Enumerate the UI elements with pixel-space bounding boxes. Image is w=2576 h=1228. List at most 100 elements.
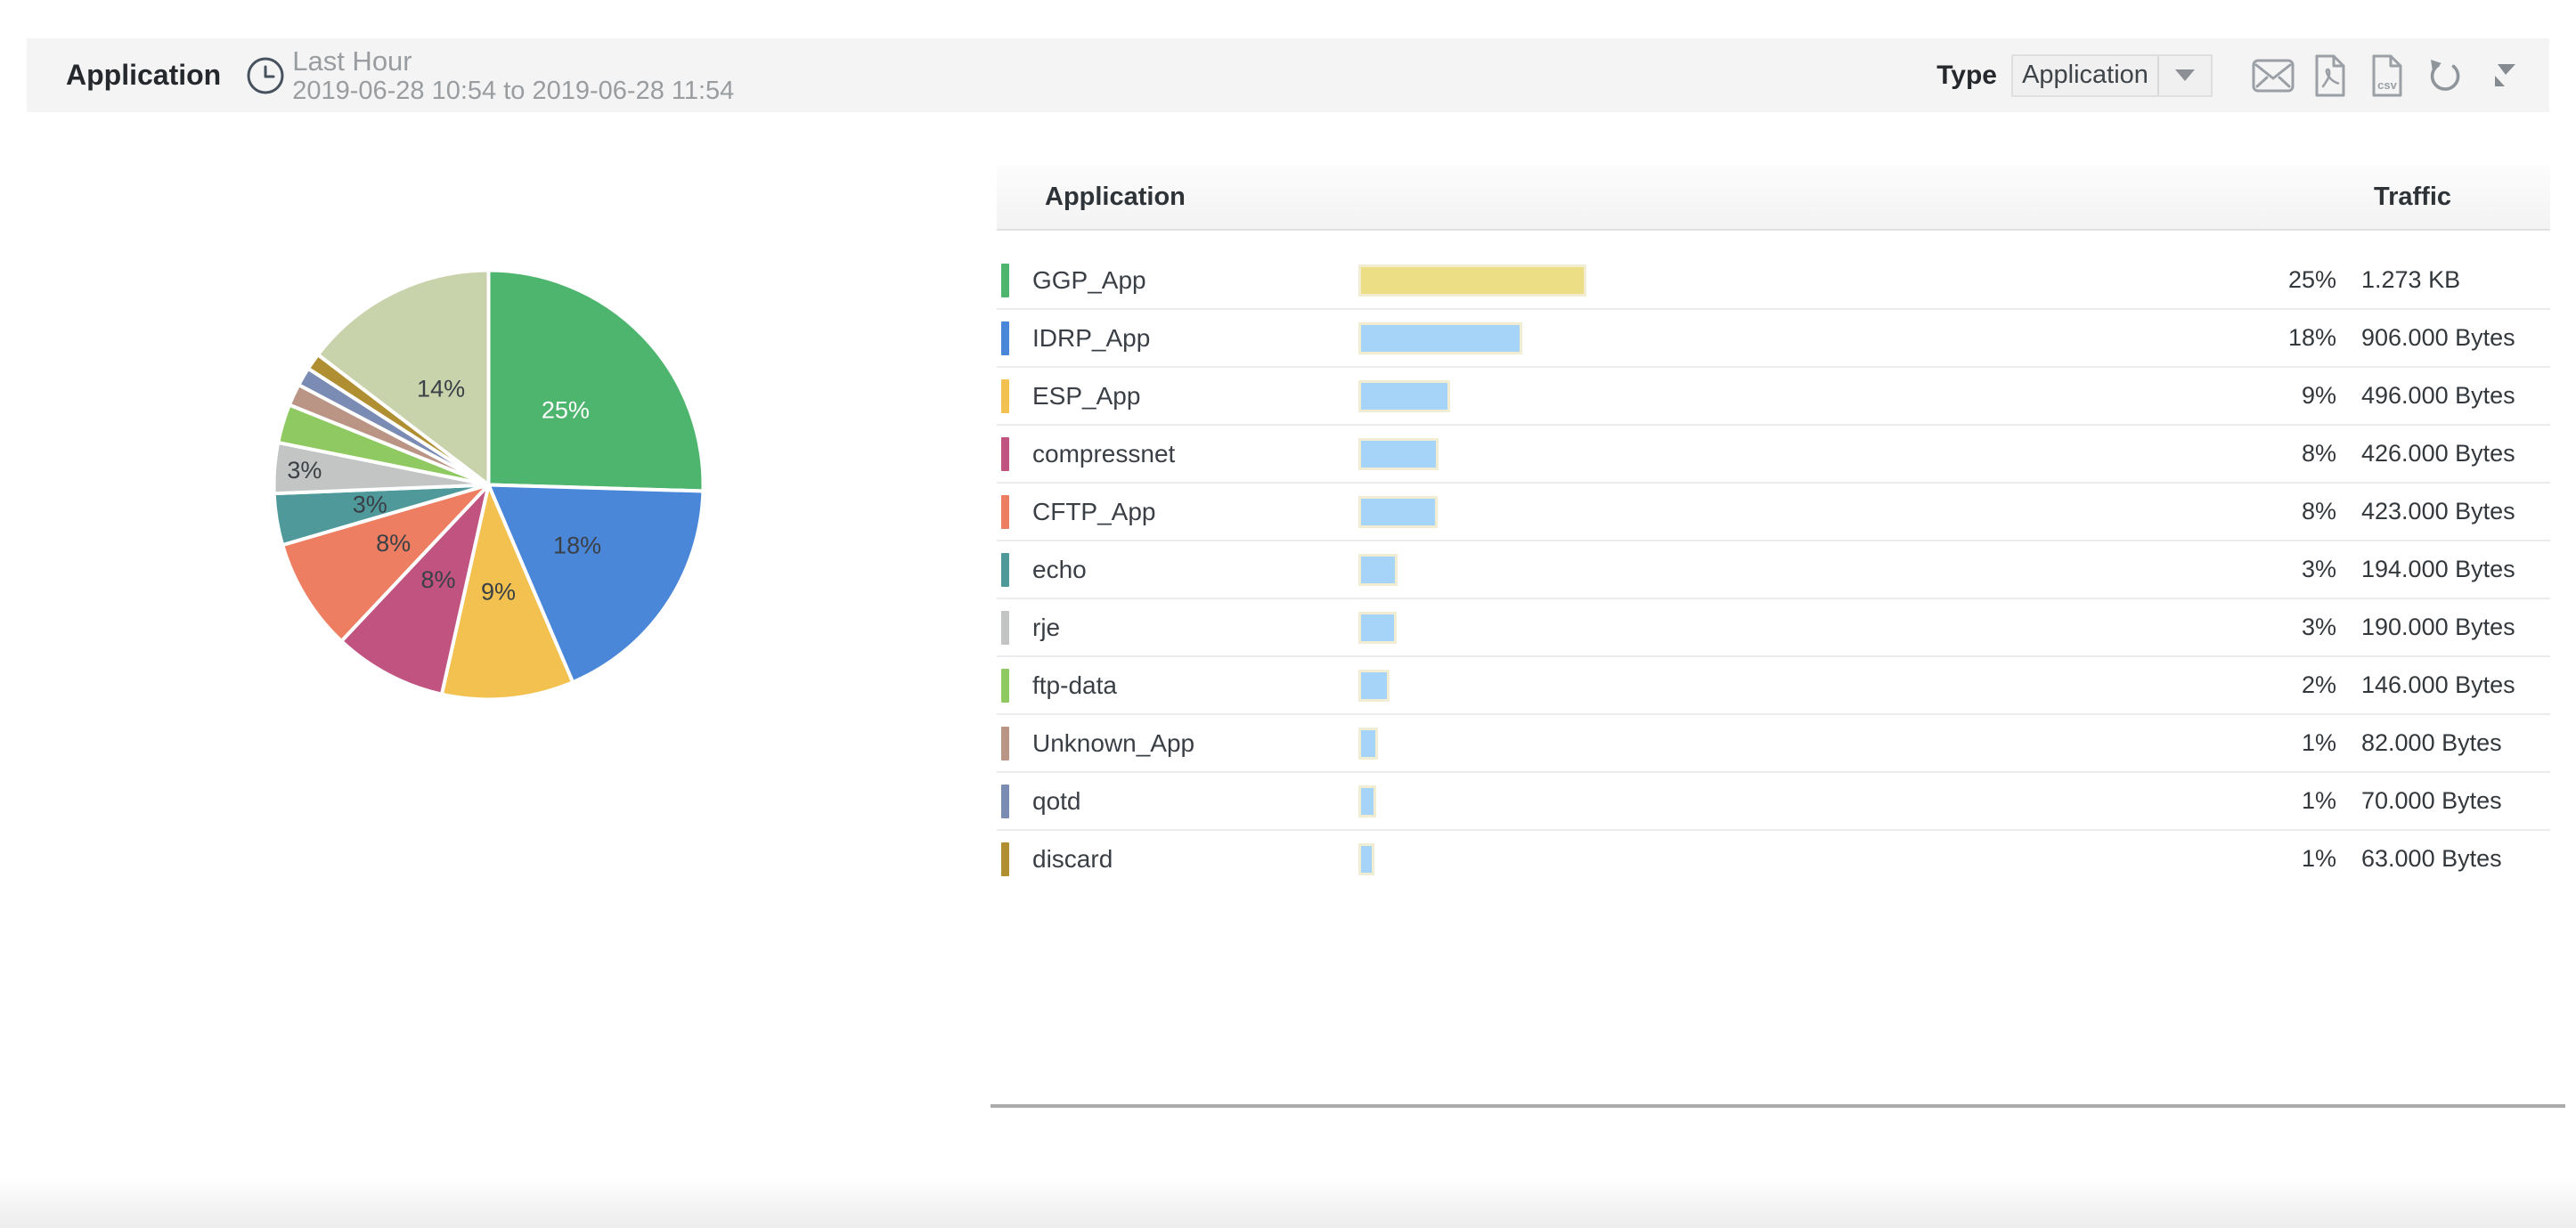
pie-slice-label: 9%: [481, 578, 516, 605]
type-label: Type: [1936, 60, 1997, 90]
chevron-down-icon: [2175, 69, 2195, 81]
traffic-value: 70.000 Bytes: [2361, 787, 2502, 814]
pin-icon: [2483, 58, 2519, 94]
legend-color-indicator: [1001, 436, 1009, 471]
traffic-percent: 18%: [2287, 324, 2336, 351]
table-row[interactable]: GGP_App 25% 1.273 KB: [997, 252, 2550, 310]
traffic-bar: [1358, 379, 1450, 412]
traffic-value: 496.000 Bytes: [2361, 382, 2515, 409]
pie-slice-IDRP_App[interactable]: [486, 483, 705, 685]
legend-color-indicator: [1001, 552, 1009, 587]
email-button[interactable]: [2248, 51, 2298, 101]
legend-color-indicator: [1001, 610, 1009, 645]
table-bottom-divider: [990, 1104, 2565, 1108]
legend-color-indicator: [1001, 726, 1009, 760]
table-row[interactable]: rje 3% 190.000 Bytes: [997, 599, 2550, 657]
traffic-percent: 3%: [2301, 614, 2336, 640]
export-pdf-button[interactable]: [2305, 51, 2355, 101]
type-dropdown-value: Application: [2022, 61, 2148, 89]
pie-slice-label: 3%: [353, 491, 387, 517]
clock-icon: [246, 56, 285, 95]
pie-slice-CFTP_App[interactable]: [281, 483, 491, 643]
email-icon: [2251, 57, 2295, 94]
column-header-application: Application: [1045, 183, 1186, 211]
page-bottom-fade: [0, 1176, 2576, 1228]
table-header-row: Application Traffic: [997, 166, 2550, 231]
traffic-value: 426.000 Bytes: [2361, 440, 2515, 467]
application-name[interactable]: discard: [1032, 844, 1113, 873]
pie-slice-label: 8%: [376, 530, 411, 557]
traffic-percent: 1%: [2301, 845, 2336, 872]
widget-toolbar: Application Last Hour 2019-06-28 10:54 t…: [27, 38, 2549, 112]
application-name[interactable]: Unknown_App: [1032, 728, 1195, 757]
traffic-percent: 3%: [2301, 556, 2336, 582]
pie-slice-label: 3%: [287, 457, 322, 484]
table-row[interactable]: echo 3% 194.000 Bytes: [997, 541, 2550, 599]
pie-slice-compressnet[interactable]: [339, 483, 491, 696]
application-name[interactable]: CFTP_App: [1032, 497, 1156, 525]
table-row[interactable]: discard 1% 63.000 Bytes: [997, 831, 2550, 887]
table-row[interactable]: qotd 1% 70.000 Bytes: [997, 773, 2550, 831]
type-dropdown-arrow[interactable]: [2157, 55, 2211, 95]
application-table: Application Traffic GGP_App 25% 1.273 KB ID…: [997, 166, 2550, 887]
refresh-icon: [2424, 55, 2465, 96]
traffic-percent: 25%: [2287, 266, 2336, 293]
traffic-percent: 1%: [2301, 729, 2336, 756]
traffic-percent: 9%: [2301, 382, 2336, 409]
table-row[interactable]: compressnet 8% 426.000 Bytes: [997, 426, 2550, 484]
traffic-bar: [1358, 785, 1376, 817]
time-range-value: 2019-06-28 10:54 to 2019-06-28 11:54: [292, 77, 735, 105]
pdf-export-icon: [2312, 54, 2348, 97]
traffic-value: 906.000 Bytes: [2361, 324, 2515, 351]
application-name[interactable]: qotd: [1032, 786, 1081, 815]
table-row[interactable]: ftp-data 2% 146.000 Bytes: [997, 657, 2550, 715]
traffic-value: 1.273 KB: [2361, 266, 2461, 293]
traffic-bar: [1358, 264, 1586, 297]
traffic-bar: [1358, 727, 1378, 760]
csv-icon-label: csv: [2377, 78, 2397, 92]
application-name[interactable]: GGP_App: [1032, 265, 1146, 294]
application-name[interactable]: ESP_App: [1032, 381, 1141, 410]
pie-slice-ESP_App[interactable]: [439, 483, 575, 702]
traffic-percent: 2%: [2301, 671, 2336, 698]
application-name[interactable]: compressnet: [1032, 439, 1176, 468]
pie-slice-others[interactable]: [315, 268, 491, 487]
traffic-percent: 8%: [2301, 498, 2336, 525]
pie-slice-label: 18%: [553, 532, 601, 558]
application-name[interactable]: IDRP_App: [1032, 323, 1151, 352]
refresh-button[interactable]: [2419, 51, 2469, 101]
column-header-traffic: Traffic: [2374, 183, 2452, 211]
legend-color-indicator: [1001, 321, 1009, 355]
traffic-percent: 8%: [2301, 440, 2336, 467]
traffic-bar: [1358, 437, 1439, 470]
pie-slice-label: 14%: [417, 375, 465, 402]
legend-color-indicator: [1001, 668, 1009, 703]
table-row[interactable]: Unknown_App 1% 82.000 Bytes: [997, 715, 2550, 773]
type-dropdown[interactable]: Application: [2011, 53, 2213, 97]
application-name[interactable]: rje: [1032, 613, 1061, 641]
toolbar-actions: Type Application: [1936, 51, 2549, 101]
time-range: Last Hour 2019-06-28 10:54 to 2019-06-28…: [292, 45, 734, 105]
traffic-value: 82.000 Bytes: [2361, 729, 2502, 756]
table-row[interactable]: IDRP_App 18% 906.000 Bytes: [997, 310, 2550, 368]
table-row[interactable]: ESP_App 9% 496.000 Bytes: [997, 368, 2550, 426]
application-name[interactable]: echo: [1032, 555, 1087, 583]
legend-color-indicator: [1001, 842, 1009, 876]
traffic-bar: [1358, 495, 1438, 528]
pie-slice-GGP_App[interactable]: [486, 268, 705, 493]
legend-color-indicator: [1001, 784, 1009, 818]
time-range-label: Last Hour: [292, 45, 412, 77]
legend-color-indicator: [1001, 378, 1009, 413]
application-name[interactable]: ftp-data: [1032, 671, 1117, 699]
csv-export-icon: csv: [2369, 54, 2405, 97]
pin-button[interactable]: [2476, 51, 2526, 101]
legend-color-indicator: [1001, 494, 1009, 529]
traffic-value: 146.000 Bytes: [2361, 671, 2515, 698]
table-body: GGP_App 25% 1.273 KB IDRP_App 18% 906.000 Byt…: [997, 231, 2550, 887]
traffic-bar: [1358, 321, 1522, 354]
application-pie-chart[interactable]: 25% 18% 9% 8% 8% 3% 3% 14%: [272, 268, 705, 702]
traffic-bar: [1358, 842, 1374, 875]
legend-color-indicator: [1001, 263, 1009, 297]
table-row[interactable]: CFTP_App 8% 423.000 Bytes: [997, 484, 2550, 541]
export-csv-button[interactable]: csv: [2362, 51, 2412, 101]
